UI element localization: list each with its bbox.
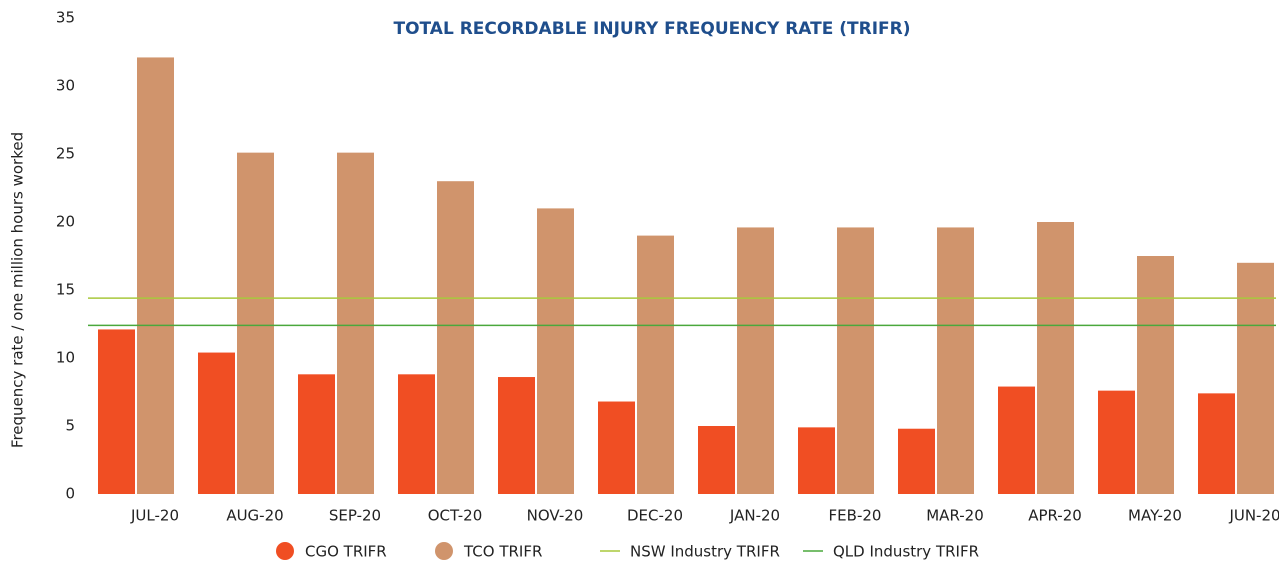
bar xyxy=(737,227,774,494)
x-tick-label: MAR-20 xyxy=(926,507,984,525)
bar xyxy=(998,386,1035,494)
legend-label: TCO TRIFR xyxy=(463,543,542,561)
bar xyxy=(1137,256,1174,494)
y-tick-label: 5 xyxy=(65,417,75,435)
y-tick-label: 15 xyxy=(56,281,75,299)
bar xyxy=(537,208,574,494)
y-axis-label: Frequency rate / one million hours worke… xyxy=(9,132,27,448)
x-tick-label: FEB-20 xyxy=(829,507,882,525)
bar xyxy=(337,152,374,494)
bar xyxy=(1037,222,1074,494)
bar xyxy=(937,227,974,494)
x-tick-label: JUL-20 xyxy=(130,507,179,525)
bar xyxy=(1237,262,1274,494)
bar xyxy=(598,401,635,494)
bar xyxy=(98,329,135,494)
chart-title: TOTAL RECORDABLE INJURY FREQUENCY RATE (… xyxy=(393,19,910,39)
x-tick-label: NOV-20 xyxy=(527,507,584,525)
x-tick-label: JUN-20 xyxy=(1228,507,1279,525)
x-tick-label: MAY-20 xyxy=(1128,507,1182,525)
legend-label: QLD Industry TRIFR xyxy=(833,543,979,561)
y-tick-label: 25 xyxy=(56,145,75,163)
y-tick-label: 0 xyxy=(65,485,75,503)
bar xyxy=(437,181,474,494)
bar xyxy=(137,57,174,494)
bar xyxy=(498,377,535,494)
x-tick-label: DEC-20 xyxy=(627,507,683,525)
bar xyxy=(1198,393,1235,494)
x-tick-label: OCT-20 xyxy=(428,507,483,525)
legend-marker xyxy=(276,542,294,560)
legend-label: CGO TRIFR xyxy=(305,543,387,561)
bar xyxy=(298,374,335,494)
x-tick-label: SEP-20 xyxy=(329,507,381,525)
bar xyxy=(198,352,235,494)
legend-marker xyxy=(435,542,453,560)
x-tick-label: APR-20 xyxy=(1028,507,1082,525)
y-tick-label: 35 xyxy=(56,9,75,27)
bar xyxy=(237,152,274,494)
legend-label: NSW Industry TRIFR xyxy=(630,543,780,561)
x-tick-label: JAN-20 xyxy=(729,507,780,525)
bar xyxy=(798,427,835,494)
bar xyxy=(698,426,735,494)
y-tick-label: 20 xyxy=(56,213,75,231)
y-tick-label: 30 xyxy=(56,77,75,95)
y-tick-label: 10 xyxy=(56,349,75,367)
bar xyxy=(637,235,674,494)
bar xyxy=(898,428,935,494)
bar xyxy=(837,227,874,494)
bar xyxy=(1098,390,1135,494)
x-tick-label: AUG-20 xyxy=(226,507,283,525)
bar xyxy=(398,374,435,494)
